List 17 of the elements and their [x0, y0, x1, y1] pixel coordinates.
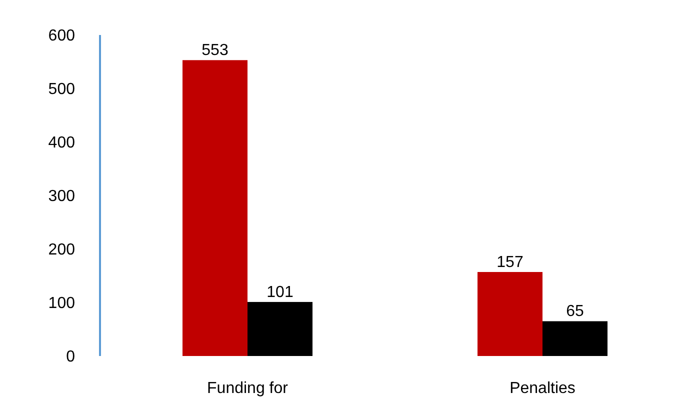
bar	[542, 321, 608, 356]
data-label: 65	[566, 303, 584, 320]
bar	[248, 302, 312, 356]
bar	[182, 60, 248, 356]
bar	[478, 272, 542, 356]
data-label: 553	[202, 42, 228, 60]
y-tick-label: 100	[48, 295, 76, 312]
y-tick-label: 300	[48, 188, 76, 206]
data-label: 157	[496, 254, 524, 272]
y-tick-label: 500	[48, 81, 76, 98]
y-tick-label: 600	[48, 28, 76, 45]
y-tick-label: 200	[48, 242, 76, 259]
data-label: 101	[266, 284, 294, 301]
x-tick-label: Penalties	[510, 380, 576, 397]
x-tick-label: Funding for	[207, 380, 289, 397]
y-tick-label: 400	[48, 134, 76, 152]
y-tick-label: 0	[66, 348, 76, 366]
